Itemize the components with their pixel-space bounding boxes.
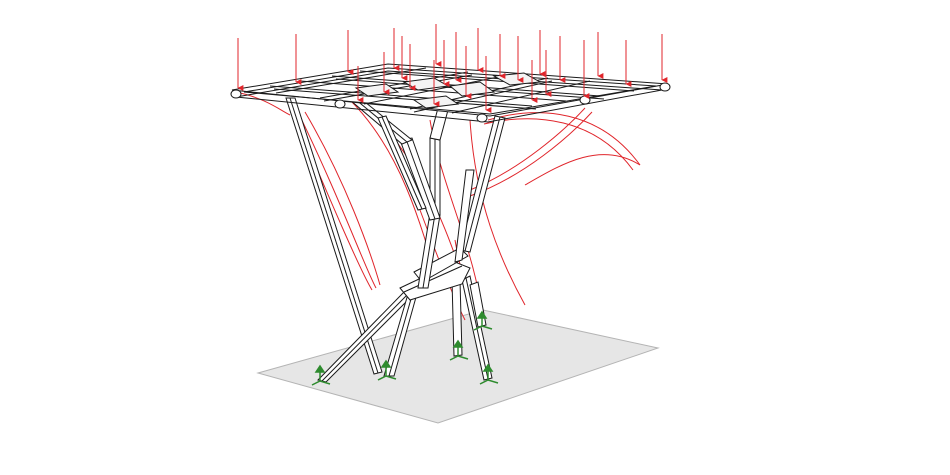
support-foot-right	[479, 363, 499, 385]
supports	[311, 310, 499, 386]
branch-center	[429, 107, 449, 141]
branch-right-inner	[454, 169, 475, 263]
support-foot-center	[449, 339, 469, 361]
ground-plane	[256, 309, 660, 424]
applied-loads	[237, 24, 668, 113]
support-foot-back	[473, 310, 493, 331]
support-foot-left	[377, 359, 397, 381]
support-foot-front-left	[311, 364, 331, 386]
canopy-grid	[230, 63, 671, 123]
